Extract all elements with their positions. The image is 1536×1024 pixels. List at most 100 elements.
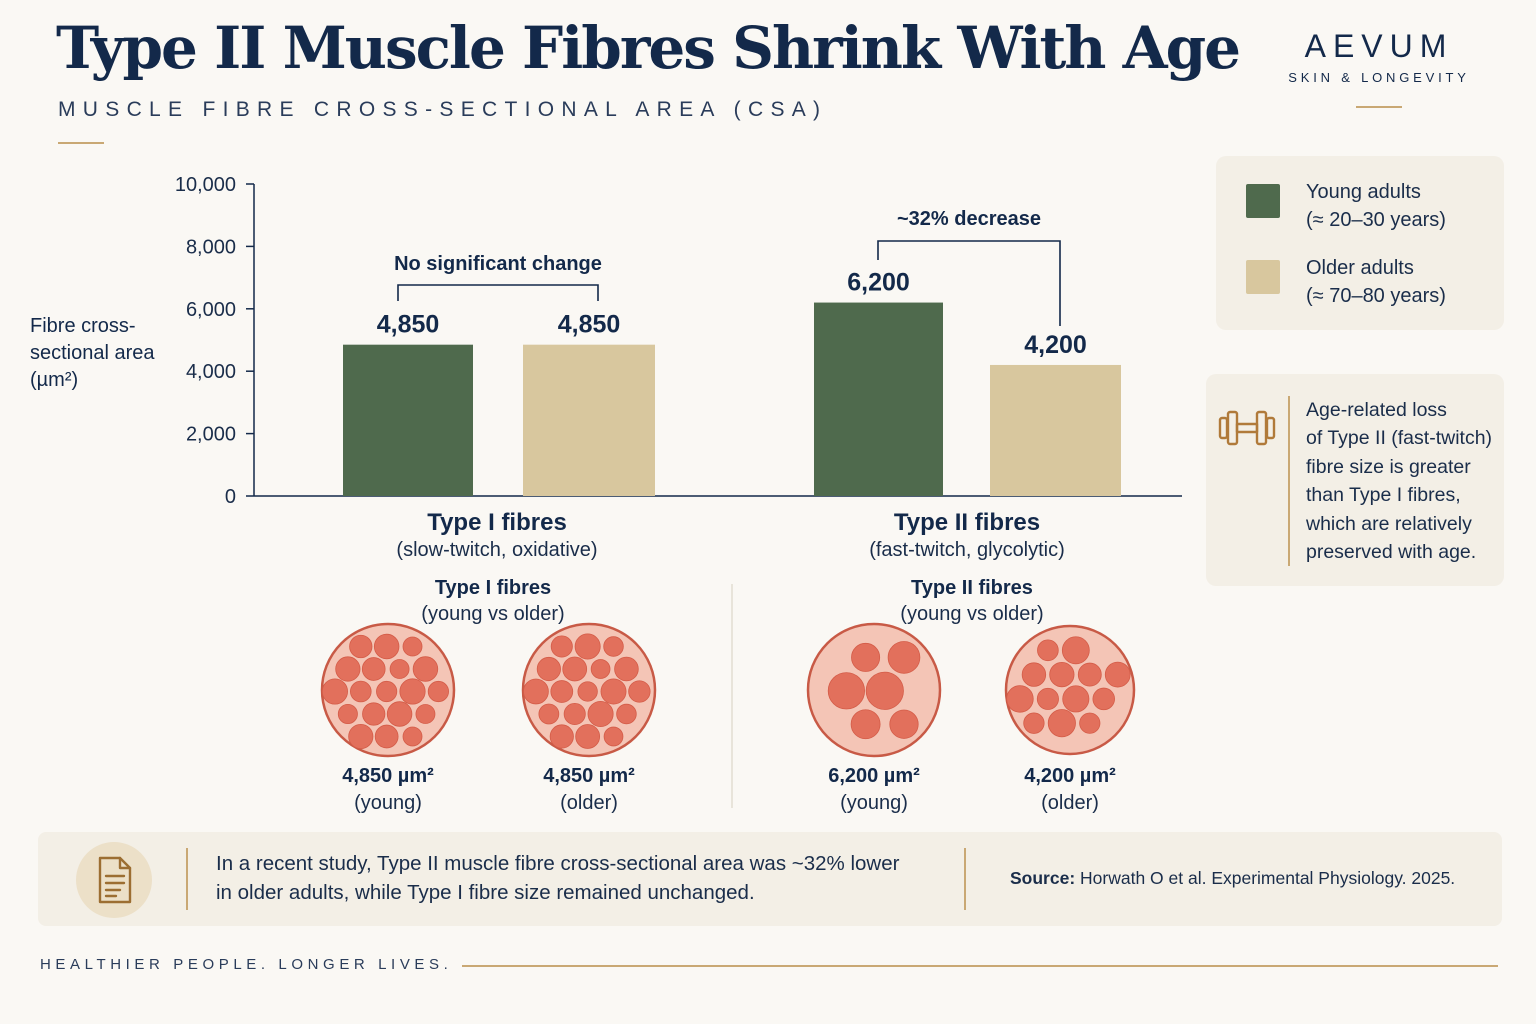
- y-tick-label: 8,000: [186, 236, 236, 258]
- bar-young: [814, 302, 943, 496]
- footer-divider: [964, 848, 966, 910]
- fibre-cell: [562, 656, 588, 682]
- fibre-cell: [373, 633, 400, 660]
- tagline-rule: [462, 965, 1498, 967]
- fibre-cell: [349, 634, 373, 659]
- page-title: Type II Muscle Fibres Shrink With Age: [56, 14, 1241, 82]
- annotation-label: ~32% decrease: [897, 208, 1041, 230]
- fibre-cell: [1049, 661, 1075, 688]
- footer-line: in older adults, while Type I fibre size…: [216, 880, 755, 904]
- fibre-cell: [550, 635, 573, 658]
- fibre-cell: [402, 726, 423, 747]
- document-icon: [98, 856, 132, 904]
- fibre-cell: [348, 723, 374, 750]
- footer-text: In a recent study, Type II muscle fibre …: [216, 850, 936, 907]
- legend-label-older: Older adults: [1306, 257, 1414, 279]
- fibre-age-label: (young): [354, 792, 422, 814]
- category-desc: (slow-twitch, oxidative): [396, 539, 597, 561]
- fibre-age-label: (older): [560, 792, 618, 814]
- fibre-cell: [538, 703, 560, 725]
- fibre-cell: [321, 678, 348, 705]
- category-label: Type II fibres: [894, 509, 1040, 536]
- fibre-cell: [1062, 685, 1090, 713]
- side-note-line: fibre size is greater: [1306, 455, 1471, 478]
- fibre-cell: [399, 678, 426, 705]
- fibre-cell: [1077, 662, 1102, 687]
- bar-young: [343, 344, 473, 496]
- fibre-cell: [577, 681, 598, 702]
- fibre-cell: [1006, 685, 1034, 713]
- legend-range-older: (≈ 70–80 years): [1306, 285, 1446, 307]
- fibre-csa-chart: 0 2,000 4,000 6,000 8,000 10,000 Fibre cross-s…: [30, 174, 1182, 814]
- side-note-text: Age-related loss of Type II (fast-twitch…: [1306, 396, 1504, 566]
- footer-line: In a recent study, Type II muscle fibre …: [216, 852, 900, 875]
- fibre-cell: [335, 656, 361, 682]
- fibre-cell: [374, 724, 399, 749]
- fibre-cell: [1061, 636, 1090, 665]
- footer-summary: In a recent study, Type II muscle fibre …: [38, 832, 1502, 926]
- fibre-cell: [575, 724, 601, 749]
- fibre-area-value: 4,850 µm²: [342, 765, 434, 787]
- annotation-label: No significant change: [394, 253, 602, 275]
- fibre-cell: [427, 680, 449, 703]
- fibre-cell: [614, 656, 639, 682]
- fibre-area-value: 6,200 µm²: [828, 765, 920, 787]
- fibre-cell: [376, 680, 398, 703]
- annotation-bracket: [877, 240, 1061, 326]
- y-axis-label: sectional area: [30, 342, 155, 364]
- category-label: Type I fibres: [427, 509, 567, 536]
- fibre-cell: [1021, 662, 1047, 687]
- illustration-group-subtitle: (young vs older): [421, 603, 564, 625]
- side-note-line: than Type I fibres,: [1306, 484, 1461, 507]
- fibre-cell: [587, 701, 614, 727]
- bar-older: [523, 344, 655, 496]
- illustration-group-title: Type I fibres: [435, 577, 551, 599]
- bar-older: [990, 364, 1121, 496]
- fibre-cell: [361, 657, 386, 681]
- source-text: Horwath O et al. Experimental Physiology…: [1075, 868, 1456, 888]
- fibre-cell: [887, 641, 921, 674]
- fibre-cell: [850, 709, 881, 740]
- fibre-cell: [603, 636, 624, 657]
- source-citation: Source: Horwath O et al. Experimental Ph…: [1010, 868, 1455, 889]
- fibre-cell: [362, 702, 386, 726]
- fibre-cell: [865, 671, 904, 710]
- fibre-cell: [603, 726, 624, 747]
- data-label: 6,200: [847, 269, 910, 297]
- fibre-cell: [1079, 712, 1101, 734]
- page-subtitle: MUSCLE FIBRE CROSS-SECTIONAL AREA (CSA): [58, 98, 828, 121]
- fibre-cell: [1023, 712, 1045, 734]
- side-note-line: of Type II (fast-twitch): [1306, 427, 1493, 450]
- fibre-area-value: 4,200 µm²: [1024, 765, 1116, 787]
- fibre-area-value: 4,850 µm²: [543, 765, 635, 787]
- fibre-cell: [563, 702, 586, 725]
- fibre-cell: [389, 659, 410, 679]
- fibre-cell: [600, 678, 627, 705]
- brand-rule: [1356, 106, 1402, 108]
- side-note-line: preserved with age.: [1306, 541, 1477, 564]
- fibre-cell: [590, 659, 611, 679]
- brand-name: AEVUM: [1304, 28, 1454, 64]
- fibre-cell: [889, 709, 919, 739]
- y-tick-label: 4,000: [186, 361, 236, 383]
- y-tick-label: 10,000: [175, 174, 236, 196]
- fibre-cell: [616, 703, 637, 725]
- legend-label-young: Young adults: [1306, 181, 1421, 203]
- fibre-cell: [415, 704, 436, 724]
- legend-swatch-young: [1246, 184, 1280, 218]
- fibre-cell: [574, 633, 601, 660]
- fibre-cell: [827, 672, 865, 710]
- y-tick-label: 0: [225, 486, 236, 508]
- fibre-cell: [550, 680, 574, 703]
- y-axis-label: Fibre cross-: [30, 315, 136, 337]
- legend-item-older: Older adults (≈ 70–80 years): [1246, 254, 1446, 310]
- fibre-cell: [1037, 639, 1059, 662]
- side-note: Age-related loss of Type II (fast-twitch…: [1206, 374, 1504, 586]
- fibre-cell: [1104, 661, 1131, 688]
- side-note-line: which are relatively: [1306, 512, 1472, 535]
- legend-item-young: Young adults (≈ 20–30 years): [1246, 178, 1446, 234]
- fibre-cell: [628, 680, 651, 703]
- fibre-cell: [412, 656, 439, 682]
- source-label: Source:: [1010, 868, 1076, 888]
- document-icon-badge: [76, 842, 152, 918]
